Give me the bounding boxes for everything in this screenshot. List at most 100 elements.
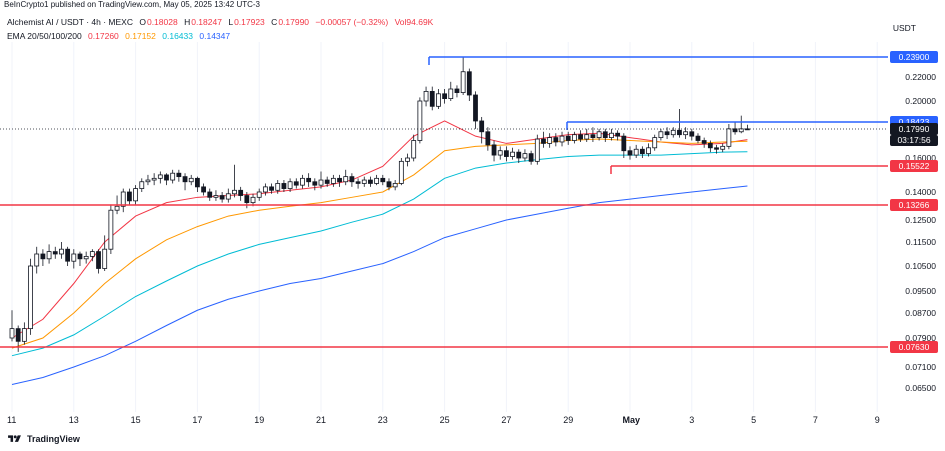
candle: [225, 188, 231, 203]
candle: [59, 242, 64, 259]
candle: [176, 169, 182, 182]
y-tick-label: 0.06500: [905, 383, 936, 393]
candle: [405, 153, 410, 167]
x-tick-label: May: [622, 415, 641, 425]
candle: [417, 97, 423, 144]
candle: [436, 89, 441, 109]
x-tick-label: 5: [751, 415, 757, 425]
candle: [108, 204, 114, 254]
x-tick-label: 7: [812, 415, 818, 425]
candle: [664, 127, 670, 140]
x-tick-label: 29: [563, 415, 574, 425]
candle: [374, 174, 380, 186]
candle: [707, 140, 713, 153]
candle: [330, 174, 336, 187]
price-change: −0.00057 (−0.32%): [315, 17, 389, 27]
candle: [275, 180, 281, 194]
candle: [287, 178, 293, 192]
candle: [269, 183, 274, 194]
price-chart[interactable]: [0, 42, 945, 430]
ema200-value: 0.14347: [199, 31, 231, 41]
candle: [9, 310, 15, 342]
ohlc-c: C0.17990: [271, 17, 310, 27]
candle: [83, 251, 89, 264]
candle: [621, 133, 627, 158]
candle: [411, 134, 417, 162]
candle: [497, 146, 503, 160]
candle: [343, 169, 349, 186]
candle: [670, 127, 676, 138]
y-tick-label: 0.20000: [905, 96, 936, 106]
candle: [466, 68, 472, 101]
candle: [46, 244, 52, 264]
tradingview-branding[interactable]: TradingView: [6, 433, 80, 445]
x-tick-label: 3: [689, 415, 695, 425]
publish-line: BeInCrypto1 published on TradingView.com…: [4, 0, 260, 9]
candle: [361, 176, 367, 187]
x-tick-label: 15: [130, 415, 141, 425]
candle: [596, 128, 602, 141]
symbol-label[interactable]: Alchemist AI / USDT · 4h · MEXC: [7, 17, 133, 27]
price-axis[interactable]: 0.22000 0.20000 0.16000 0.14000 0.12500 0.115…: [883, 42, 945, 412]
candle: [77, 251, 83, 266]
candle: [392, 180, 398, 191]
tradingview-logo-icon: [8, 435, 21, 442]
candle: [102, 235, 108, 271]
ema100-value: 0.16433: [162, 31, 193, 41]
y-tick-label: 0.11500: [905, 237, 936, 247]
y-tick-label: 0.16000: [905, 153, 936, 163]
ema-label[interactable]: EMA 20/50/100/200: [7, 31, 82, 41]
candle: [738, 115, 744, 134]
ema50-value: 0.17152: [125, 31, 156, 41]
candle: [250, 193, 256, 207]
candle: [349, 173, 355, 187]
candle: [380, 174, 386, 186]
candle: [590, 127, 596, 142]
ohlc-o: O0.18028: [139, 17, 178, 27]
candle: [658, 128, 664, 141]
y-tick-label: 0.07900: [905, 333, 936, 343]
candle: [683, 127, 689, 140]
tradingview-brand: TradingView: [27, 434, 80, 444]
candle: [695, 133, 701, 144]
candle: [553, 133, 559, 147]
price-tag: 0.07630: [890, 341, 938, 353]
candle: [120, 188, 126, 213]
candle: [677, 108, 682, 138]
y-tick-label: 0.22000: [905, 72, 936, 82]
candle: [324, 176, 330, 187]
price-tag: 0.13266: [890, 199, 938, 211]
currency-label[interactable]: USDT: [892, 23, 916, 33]
price-tag: 0.15522: [890, 160, 938, 172]
candle: [281, 180, 287, 192]
x-tick-label: 21: [316, 415, 327, 425]
candle: [133, 185, 139, 205]
x-tick-label: 25: [439, 415, 450, 425]
candle: [293, 178, 299, 189]
candle: [232, 164, 237, 198]
candle: [71, 249, 77, 269]
candle: [201, 183, 206, 196]
candle: [318, 171, 324, 189]
time-axis[interactable]: 11 13 15 17 19 21 23 25 27 29 May 3 5 7 9: [0, 415, 890, 429]
candle: [145, 174, 151, 186]
candle: [627, 146, 633, 160]
candle: [300, 174, 305, 189]
candle: [639, 146, 645, 158]
candle: [485, 127, 491, 151]
x-tick-label: 27: [501, 415, 512, 425]
candle: [213, 190, 219, 201]
candle: [89, 249, 95, 262]
candle: [194, 176, 200, 192]
candle: [646, 143, 651, 157]
candle: [720, 143, 726, 153]
candle: [510, 147, 515, 160]
ema200-line: [11, 185, 748, 385]
candle: [423, 86, 429, 107]
candle: [547, 133, 553, 148]
candle: [541, 131, 546, 148]
x-tick-label: 11: [7, 415, 17, 425]
ohlc-l: L0.17923: [228, 17, 265, 27]
ema20-line: [11, 120, 748, 339]
candle: [219, 192, 225, 203]
